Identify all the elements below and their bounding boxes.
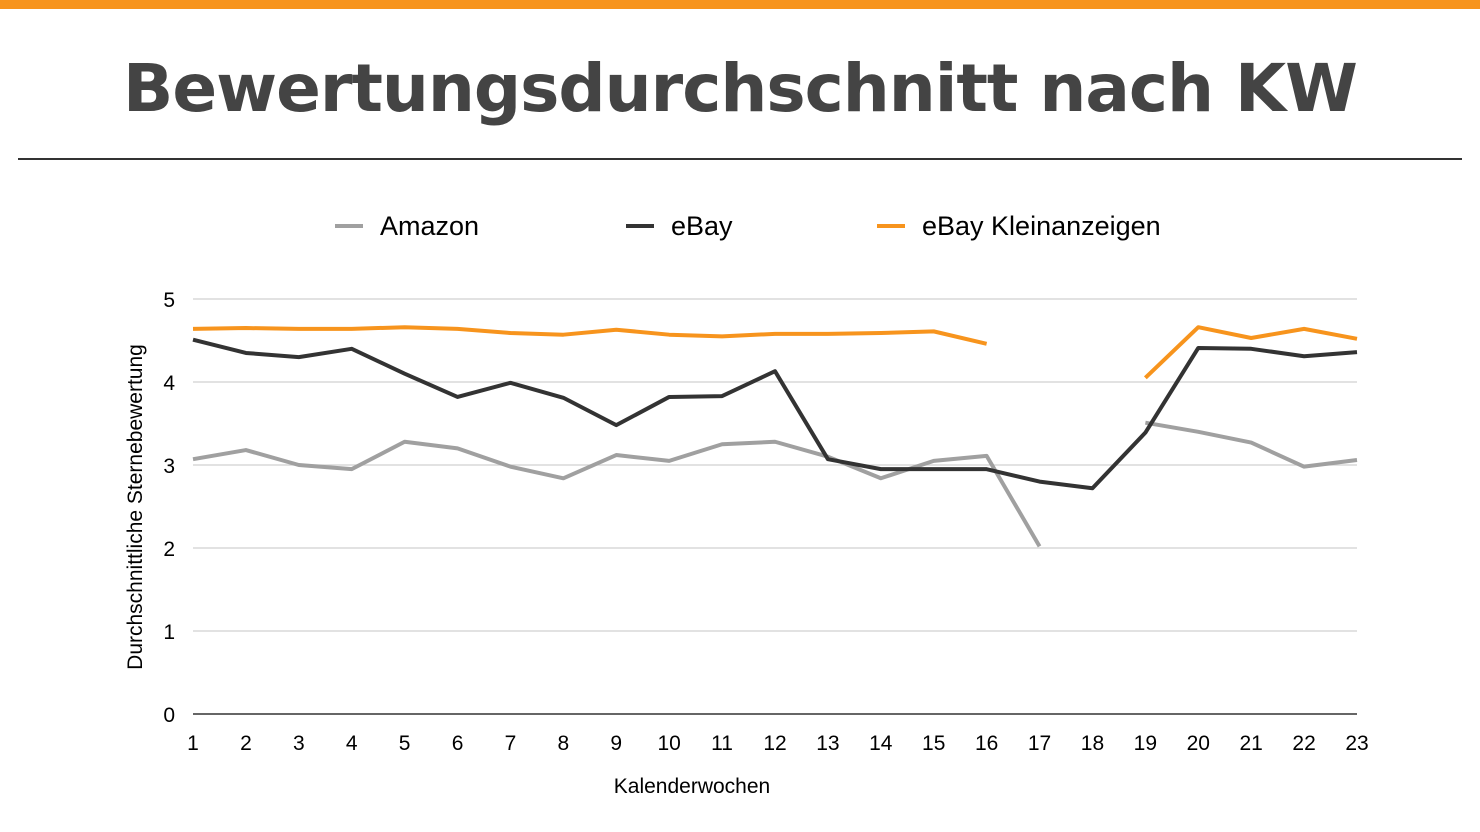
x-tick-label: 6 <box>452 732 464 755</box>
y-tick-label: 0 <box>163 704 175 727</box>
series-line-ebay-kleinanzeigen <box>1143 325 1358 380</box>
x-tick-label: 12 <box>763 732 786 755</box>
x-tick-label: 4 <box>346 732 358 755</box>
series-line-ebay-kleinanzeigen <box>192 325 988 346</box>
legend-label: Amazon <box>380 211 479 241</box>
title-divider <box>18 158 1462 160</box>
y-tick-label: 4 <box>163 372 175 395</box>
accent-bar <box>0 0 1480 9</box>
x-tick-label: 1 <box>187 732 199 755</box>
x-tick-label: 17 <box>1028 732 1051 755</box>
page-title: Bewertungsdurchschnitt nach KW <box>123 50 1358 127</box>
x-tick-label: 13 <box>816 732 839 755</box>
series-line-amazon <box>1145 420 1358 469</box>
x-tick-label: 20 <box>1187 732 1210 755</box>
legend-label: eBay Kleinanzeigen <box>922 211 1161 241</box>
x-tick-label: 5 <box>399 732 411 755</box>
x-tick-label: 14 <box>869 732 893 755</box>
y-tick-label: 1 <box>163 621 175 644</box>
x-tick-label: 9 <box>610 732 622 755</box>
x-tick-label: 3 <box>293 732 305 755</box>
y-tick-label: 2 <box>163 538 175 561</box>
y-axis-title: Durchschnittliche Sternebewertung <box>124 344 147 670</box>
series-line-ebay <box>192 337 1358 491</box>
x-tick-label: 8 <box>558 732 570 755</box>
series-line-amazon <box>192 439 1042 548</box>
x-tick-label: 23 <box>1345 732 1368 755</box>
y-tick-label: 5 <box>163 289 175 312</box>
x-tick-label: 22 <box>1292 732 1315 755</box>
x-tick-label: 7 <box>505 732 517 755</box>
x-tick-label: 18 <box>1081 732 1104 755</box>
x-tick-label: 15 <box>922 732 945 755</box>
y-tick-label: 3 <box>163 455 175 478</box>
x-tick-label: 2 <box>240 732 252 755</box>
x-tick-label: 11 <box>711 732 733 755</box>
x-tick-label: 10 <box>658 732 681 755</box>
x-tick-label: 21 <box>1240 732 1263 755</box>
x-tick-label: 16 <box>975 732 998 755</box>
x-tick-label: 19 <box>1134 732 1157 755</box>
x-axis-title: Kalenderwochen <box>614 775 770 798</box>
legend-label: eBay <box>671 211 733 241</box>
